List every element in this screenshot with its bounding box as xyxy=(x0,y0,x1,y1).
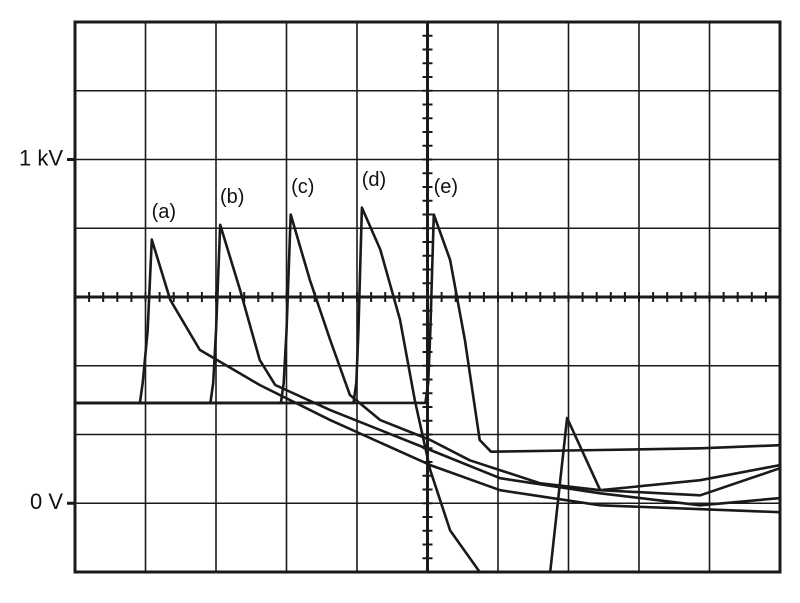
trace xyxy=(75,223,781,507)
y-tick-label: 0 V xyxy=(30,489,63,514)
trace-label: (b) xyxy=(220,186,244,208)
plot-frame xyxy=(73,20,782,574)
trace xyxy=(75,206,781,573)
trace-label: (e) xyxy=(434,176,458,198)
trace xyxy=(75,213,781,497)
y-tick-label: 1 kV xyxy=(19,145,63,170)
trace xyxy=(75,238,781,514)
trace-label: (d) xyxy=(362,169,386,191)
trace-label: (c) xyxy=(291,176,314,198)
trace-label: (a) xyxy=(152,201,176,223)
trace xyxy=(75,213,781,453)
